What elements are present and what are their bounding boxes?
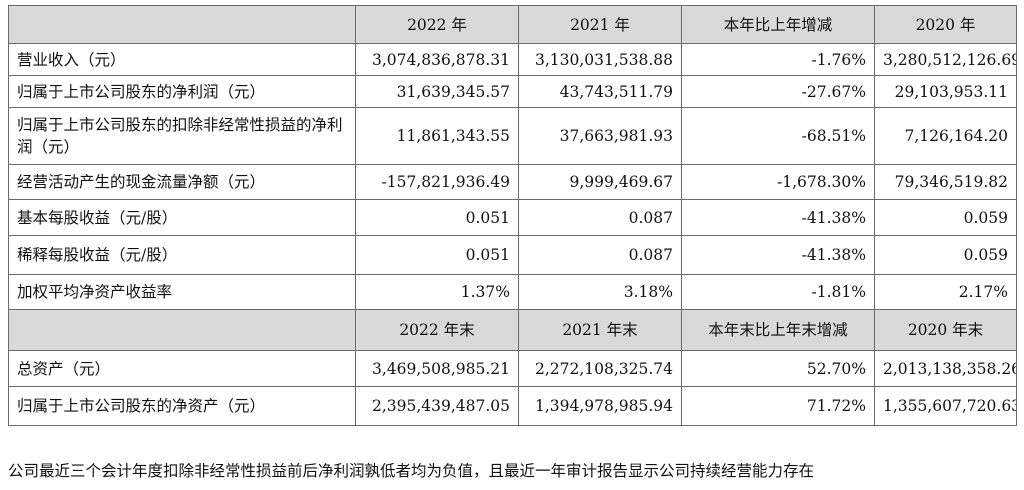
cell-value-2020: 0.059 xyxy=(874,199,1017,236)
row-label: 归属于上市公司股东的扣除非经常性损益的净利润（元） xyxy=(8,107,356,165)
cell-change: -1,678.30% xyxy=(681,164,875,200)
row-label: 归属于上市公司股东的净资产（元） xyxy=(8,386,356,426)
cell-value-2020: 29,103,953.11 xyxy=(874,75,1017,108)
row-label: 总资产（元） xyxy=(8,350,356,387)
cell-value-2022: 0.051 xyxy=(355,235,519,275)
cell-change: -1.76% xyxy=(681,43,875,76)
subheader-cell-blank xyxy=(8,309,356,351)
cell-value-2020: 0.059 xyxy=(874,235,1017,275)
subheader-cell-2022-end: 2022 年末 xyxy=(355,309,519,351)
cell-value-2022: 3,074,836,878.31 xyxy=(355,43,519,76)
row-label: 稀释每股收益（元/股） xyxy=(8,235,356,275)
table-row: 营业收入（元） 3,074,836,878.31 3,130,031,538.8… xyxy=(8,43,1017,76)
table-row: 归属于上市公司股东的净利润（元） 31,639,345.57 43,743,51… xyxy=(8,75,1017,108)
subheader-cell-2021-end: 2021 年末 xyxy=(518,309,682,351)
cell-value-2020: 7,126,164.20 xyxy=(874,107,1017,165)
table-row: 总资产（元） 3,469,508,985.21 2,272,108,325.74… xyxy=(8,350,1017,387)
cell-value-2021: 3.18% xyxy=(518,274,682,310)
table-row: 稀释每股收益（元/股） 0.051 0.087 -41.38% 0.059 xyxy=(8,235,1017,275)
cell-value-2020: 2.17% xyxy=(874,274,1017,310)
cell-change: -27.67% xyxy=(681,75,875,108)
cell-value-2021: 0.087 xyxy=(518,235,682,275)
header-cell-blank xyxy=(8,5,356,44)
table-subheader-row: 2022 年末 2021 年末 本年末比上年末增减 2020 年末 xyxy=(8,309,1017,351)
footer-paragraph: 公司最近三个会计年度扣除非经常性损益前后净利润孰低者均为负值，且最近一年审计报告… xyxy=(8,462,815,480)
cell-value-2021: 43,743,511.79 xyxy=(518,75,682,108)
cell-value-2021: 3,130,031,538.88 xyxy=(518,43,682,76)
cell-change: -68.51% xyxy=(681,107,875,165)
cell-value-2022: 2,395,439,487.05 xyxy=(355,386,519,426)
cell-value-2022: 1.37% xyxy=(355,274,519,310)
header-cell-change: 本年比上年增减 xyxy=(681,5,875,44)
cell-change: -1.81% xyxy=(681,274,875,310)
table-row: 加权平均净资产收益率 1.37% 3.18% -1.81% 2.17% xyxy=(8,274,1017,310)
cell-value-2022: 11,861,343.55 xyxy=(355,107,519,165)
cell-value-2022: 0.051 xyxy=(355,199,519,236)
cell-change: 52.70% xyxy=(681,350,875,387)
cell-change: 71.72% xyxy=(681,386,875,426)
row-label: 加权平均净资产收益率 xyxy=(8,274,356,310)
subheader-cell-2020-end: 2020 年末 xyxy=(874,309,1017,351)
cell-change: -41.38% xyxy=(681,235,875,275)
cell-value-2021: 0.087 xyxy=(518,199,682,236)
cell-change: -41.38% xyxy=(681,199,875,236)
subheader-cell-change: 本年末比上年末增减 xyxy=(681,309,875,351)
cell-value-2022: -157,821,936.49 xyxy=(355,164,519,200)
cell-value-2020: 3,280,512,126.69 xyxy=(874,43,1017,76)
cell-value-2021: 1,394,978,985.94 xyxy=(518,386,682,426)
row-label: 经营活动产生的现金流量净额（元） xyxy=(8,164,356,200)
cell-value-2022: 3,469,508,985.21 xyxy=(355,350,519,387)
cell-value-2020: 79,346,519.82 xyxy=(874,164,1017,200)
cell-value-2021: 9,999,469.67 xyxy=(518,164,682,200)
row-label: 基本每股收益（元/股） xyxy=(8,199,356,236)
cell-value-2020: 1,355,607,720.63 xyxy=(874,386,1017,426)
cell-value-2020: 2,013,138,358.26 xyxy=(874,350,1017,387)
cell-value-2022: 31,639,345.57 xyxy=(355,75,519,108)
row-label: 归属于上市公司股东的净利润（元） xyxy=(8,75,356,108)
header-cell-2021: 2021 年 xyxy=(518,5,682,44)
financial-data-table: 2022 年 2021 年 本年比上年增减 2020 年 营业收入（元） 3,0… xyxy=(8,5,1017,426)
header-cell-2020: 2020 年 xyxy=(874,5,1017,44)
row-label: 营业收入（元） xyxy=(8,43,356,76)
table-row: 归属于上市公司股东的扣除非经常性损益的净利润（元） 11,861,343.55 … xyxy=(8,107,1017,165)
table-row: 基本每股收益（元/股） 0.051 0.087 -41.38% 0.059 xyxy=(8,199,1017,236)
table-header-row: 2022 年 2021 年 本年比上年增减 2020 年 xyxy=(8,5,1017,44)
table-row: 经营活动产生的现金流量净额（元） -157,821,936.49 9,999,4… xyxy=(8,164,1017,200)
table-row: 归属于上市公司股东的净资产（元） 2,395,439,487.05 1,394,… xyxy=(8,386,1017,426)
header-cell-2022: 2022 年 xyxy=(355,5,519,44)
cell-value-2021: 2,272,108,325.74 xyxy=(518,350,682,387)
cell-value-2021: 37,663,981.93 xyxy=(518,107,682,165)
